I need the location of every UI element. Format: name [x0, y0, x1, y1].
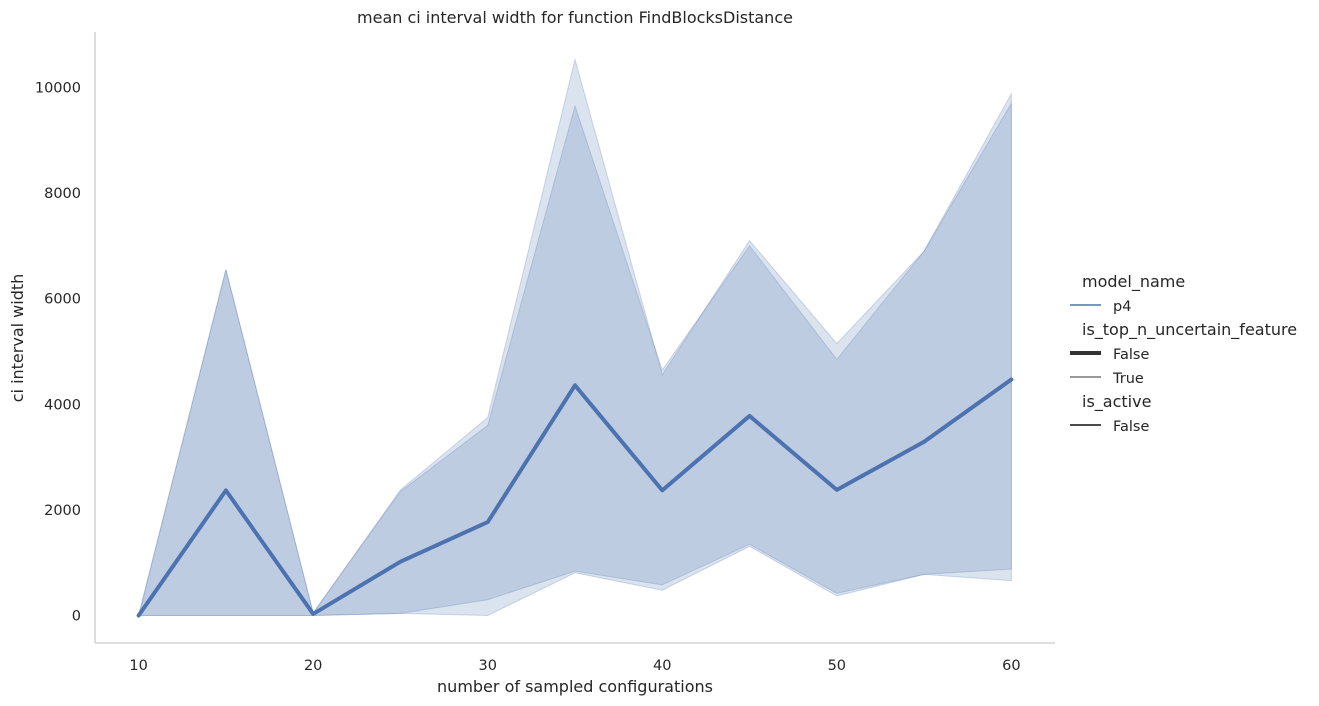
y-tick-labels: 0 2000 4000 6000 8000 10000 — [35, 80, 81, 624]
series-lines — [136, 377, 1014, 618]
y-tick-label: 0 — [72, 609, 81, 625]
series-line-false — [136, 377, 1014, 618]
confidence-band-true — [137, 57, 1012, 617]
axes — [94, 32, 1055, 644]
y-tick-label: 2000 — [44, 503, 81, 519]
chart-title: mean ci interval width for function Find… — [357, 8, 793, 27]
confidence-bands — [137, 57, 1012, 617]
y-tick-label: 8000 — [44, 186, 81, 202]
y-tick-label: 6000 — [44, 292, 81, 308]
legend-label: False — [1113, 347, 1149, 363]
x-axis-title: number of sampled configurations — [437, 677, 713, 696]
x-tick-label: 30 — [479, 658, 497, 674]
x-tick-label: 10 — [129, 658, 147, 674]
legend-title: is_active — [1082, 392, 1151, 412]
x-tick-label: 60 — [1002, 658, 1020, 674]
legend-label: p4 — [1113, 299, 1131, 315]
y-tick-label: 10000 — [35, 80, 81, 96]
x-tick-label: 40 — [653, 658, 671, 674]
x-tick-label: 50 — [828, 658, 846, 674]
x-tick-labels: 10 20 30 40 50 60 — [129, 658, 1020, 674]
legend-label: True — [1112, 371, 1144, 387]
y-tick-label: 4000 — [44, 397, 81, 413]
y-axis-title: ci interval width — [8, 274, 27, 403]
legend-title: model_name — [1082, 272, 1185, 292]
x-tick-label: 20 — [304, 658, 322, 674]
legend-title: is_top_n_uncertain_feature — [1082, 320, 1297, 340]
legend: model_name p4 is_top_n_uncertain_feature Fa… — [1070, 272, 1297, 435]
legend-label: False — [1113, 419, 1149, 435]
confidence-band-false — [137, 101, 1012, 617]
